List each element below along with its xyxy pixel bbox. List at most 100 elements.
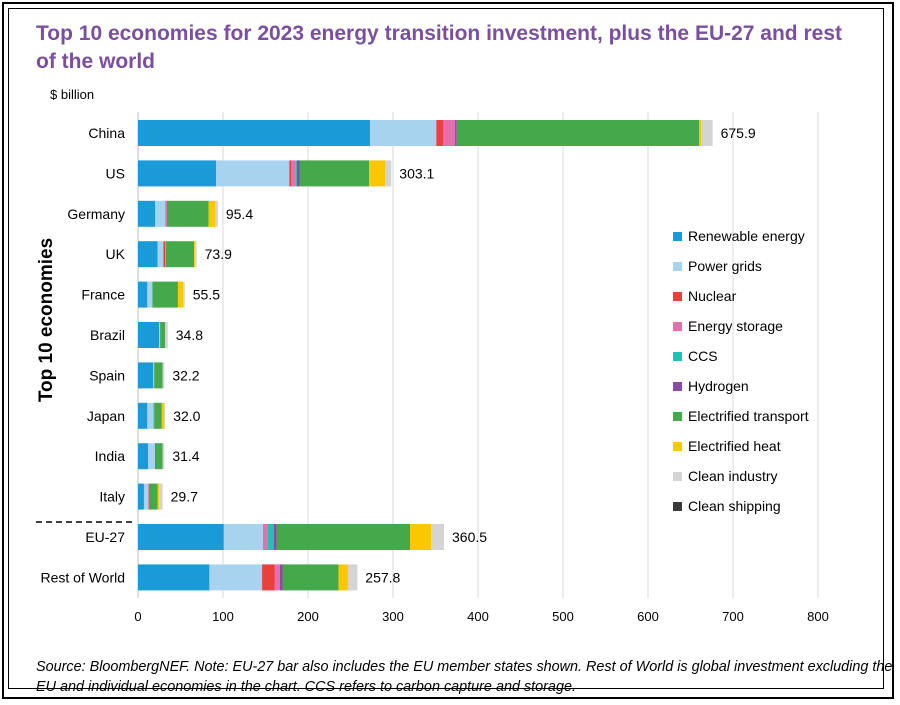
bar-segment [160,322,166,348]
category-label: EU-27 [85,529,125,545]
total-label: 32.0 [173,408,200,424]
unit-label: $ billion [50,87,94,102]
bar-segment [153,362,155,389]
bar-segment [159,322,161,348]
y-axis-label: Top 10 economies [36,238,57,402]
legend-label: Nuclear [688,288,737,304]
legend-label: Clean industry [688,468,778,484]
bar-segment [164,402,166,429]
bar-segment [138,402,148,429]
bar-segment [338,564,348,591]
x-tick-label: 500 [552,609,574,624]
bar-segment [410,524,432,550]
x-tick-label: 800 [807,609,829,624]
bar-segment [148,443,155,470]
legend-label: Power grids [688,258,762,274]
bar-segment [262,564,275,591]
outer-frame [2,2,894,699]
bar-segment [138,241,158,268]
legend-swatch [673,442,682,451]
bar-segment [262,524,268,550]
bar-segment [443,120,456,146]
bar-segment [274,564,280,591]
bar-segment [163,241,166,268]
source-note: Source: BloombergNEF. Note: EU-27 bar al… [36,659,893,695]
bar-segment [209,564,263,591]
x-tick-label: 100 [212,609,234,624]
category-label: France [81,287,125,303]
bar-segment [282,564,339,591]
bar-segment [165,200,167,227]
category-label: UK [106,246,126,262]
total-label: 34.8 [176,327,203,343]
legend-swatch [673,382,682,391]
bar-segment [216,160,290,187]
x-tick-label: 700 [722,609,744,624]
bar-segment [276,524,410,550]
bar-segment [155,443,163,470]
legend-swatch [673,502,682,511]
bar-segment [385,160,392,187]
bar-segment [138,564,210,591]
bar-segment [436,120,444,146]
bar-segment [162,362,165,389]
category-label: Italy [99,489,125,505]
bar-segment [161,402,165,429]
bar-segment [154,402,162,429]
legend-label: Renewable energy [688,228,805,244]
bar-segment [291,160,296,187]
bar-segment [138,524,224,550]
legend-label: Electrified heat [688,438,781,454]
total-labels: 675.9 303.1 95.4 73.9 55.5 34.8 32.2 32.0 31.4 29… [171,125,756,585]
bar-segment [299,160,370,187]
inner-frame [8,8,884,689]
bar-segment [177,281,184,308]
x-tick-label: 0 [134,609,141,624]
bar-segment [159,483,163,510]
total-label: 55.5 [193,287,220,303]
bar-segment [431,524,444,550]
bar-segment [152,281,178,308]
bar-segment [147,281,153,308]
bar-segment [370,120,437,146]
bar-segment [167,200,209,227]
bars [138,120,713,591]
x-axis-ticks: 0 100 200 300 400 500 600 700 800 [134,609,828,624]
bar-segment [149,483,158,510]
bar-segment [194,241,195,268]
bar-segment [456,120,699,146]
bar-segment [701,120,713,146]
legend-swatch [673,472,682,481]
total-label: 675.9 [721,125,756,141]
category-label: Germany [67,206,125,222]
total-label: 31.4 [172,448,199,464]
total-label: 29.7 [171,489,198,505]
category-label: China [88,125,125,141]
bar-segment [369,160,386,187]
bar-segment [138,200,155,227]
bar-segment [138,120,371,146]
total-label: 257.8 [365,569,400,585]
bar-segment [154,362,163,389]
total-label: 303.1 [399,165,434,181]
bar-segment [165,322,168,348]
legend-swatch [673,352,682,361]
bar-segment [279,564,280,591]
bar-segment [166,200,168,227]
bar-segment [155,200,166,227]
bar-segment [194,241,197,268]
bar-segment [699,120,702,146]
legend-label: Electrified transport [688,408,809,424]
bar-segment [183,281,185,308]
x-tick-label: 300 [382,609,404,624]
bar-segment [162,443,165,470]
category-label: India [95,448,126,464]
legend-swatch [673,322,682,331]
legend-swatch [673,292,682,301]
bar-segment [215,200,218,227]
total-label: 360.5 [452,529,487,545]
x-tick-label: 200 [297,609,319,624]
category-label: Japan [87,408,125,424]
bar-segment [157,483,160,510]
